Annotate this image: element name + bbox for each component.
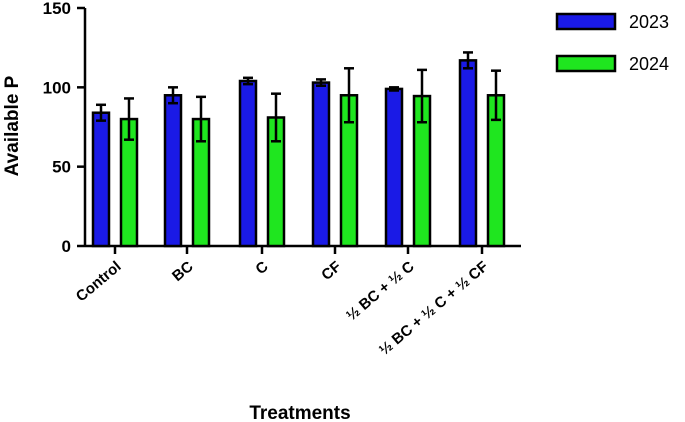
y-tick-label: 0 [62,237,71,256]
legend: 2023 2024 [555,12,669,74]
x-tick-label: BC [169,258,197,285]
error-bars-group [96,51,501,143]
bar-2023 [238,79,258,248]
y-axis-label: Available P [2,75,23,176]
x-axis-label: Treatments [249,403,350,422]
legend-label-2023: 2023 [629,12,669,32]
bar-2023 [91,111,111,248]
bar-2023 [163,94,183,248]
x-tick-labels: Control BC C CF½ BC + ½ C½ BC + ½ C + ½ CF [73,258,492,359]
y-tick-label: 150 [43,0,71,18]
axes [77,6,521,254]
bars-group [91,59,506,248]
bar-2023 [384,87,404,248]
bar-2023 [311,81,331,248]
legend-swatch-2024 [555,54,617,73]
legend-swatch-2023 [555,12,617,31]
y-tick-label: 100 [43,78,71,97]
x-tick-label: Control [73,258,125,305]
x-tick-label: C [252,258,271,278]
bar-2023 [458,59,478,248]
y-tick-labels: 0 50 100 150 [43,0,71,256]
x-tick-label: ½ BC + ½ C [343,258,418,324]
y-tick-label: 50 [52,158,71,177]
legend-label-2024: 2024 [629,54,669,74]
x-tick-label: CF [318,258,344,284]
